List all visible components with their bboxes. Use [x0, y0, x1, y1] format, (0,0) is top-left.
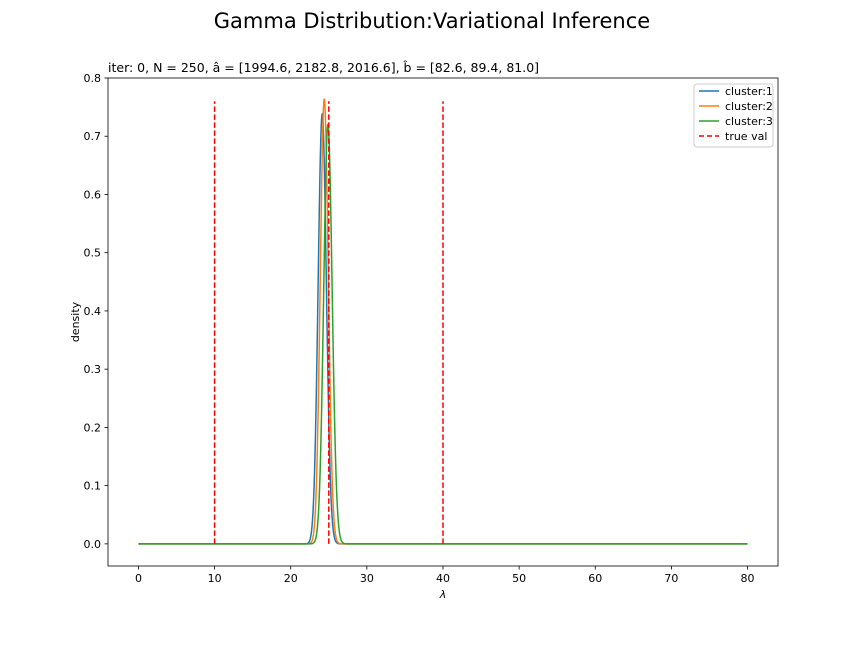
legend-label-cluster-3: cluster:3: [725, 115, 773, 128]
y-tick-label: 0.7: [84, 130, 102, 143]
y-axis-label: density: [69, 301, 82, 342]
legend-label-true-val: true val: [725, 130, 767, 143]
y-tick-label: 0.5: [84, 247, 102, 260]
y-tick-label: 0.4: [84, 305, 102, 318]
y-tick-label: 0.6: [84, 188, 102, 201]
x-tick-label: 80: [741, 572, 755, 585]
chart-title: iter: 0, N = 250, â = [1994.6, 2182.8, 2…: [108, 60, 539, 75]
x-axis-label: λ: [439, 588, 447, 601]
x-tick-label: 40: [436, 572, 450, 585]
legend-box: [693, 83, 774, 148]
legend-label-cluster-2: cluster:2: [725, 100, 773, 113]
y-tick-label: 0.2: [84, 421, 102, 434]
chart-suptitle: Gamma Distribution:Variational Inference: [214, 9, 650, 33]
x-axis-ticks: 0 10 20 30 40 50 60 70 80: [135, 566, 755, 585]
true-value-layer: [213, 101, 444, 544]
x-tick-label: 60: [588, 572, 602, 585]
x-tick-label: 50: [512, 572, 526, 585]
y-tick-label: 0.3: [84, 363, 102, 376]
y-tick-label: 0.1: [84, 480, 102, 493]
x-tick-label: 0: [135, 572, 142, 585]
y-tick-label: 0.0: [84, 538, 102, 551]
legend-label-cluster-1: cluster:1: [725, 85, 773, 98]
x-tick-label: 30: [360, 572, 374, 585]
legend: cluster:1 cluster:2 cluster:3 true val: [693, 83, 774, 148]
x-tick-label: 10: [208, 572, 222, 585]
x-tick-label: 20: [284, 572, 298, 585]
y-axis-ticks: 0.0 0.1 0.2 0.3 0.4 0.5 0.6 0.7 0.8: [84, 72, 108, 551]
x-tick-label: 70: [664, 572, 678, 585]
y-tick-label: 0.8: [84, 72, 102, 85]
